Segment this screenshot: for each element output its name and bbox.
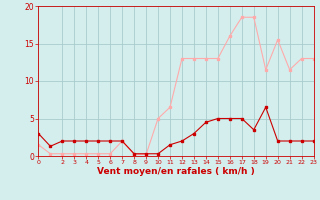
X-axis label: Vent moyen/en rafales ( km/h ): Vent moyen/en rafales ( km/h ) — [97, 167, 255, 176]
